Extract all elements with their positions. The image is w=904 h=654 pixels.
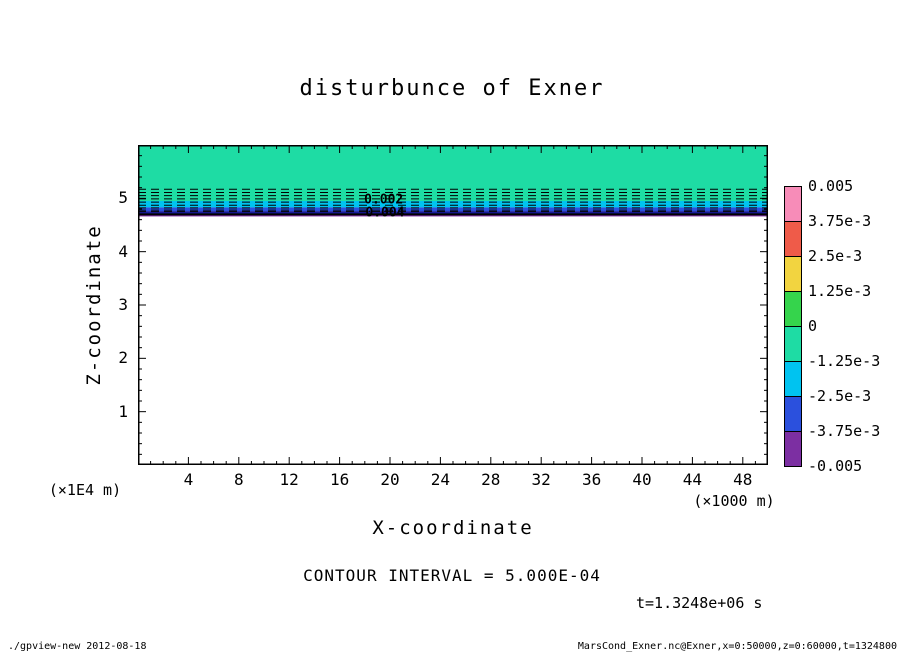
x-tick-label: 12 [279, 470, 299, 489]
colorbar-segment [784, 291, 802, 327]
y-tick-label: 1 [118, 401, 128, 421]
x-tick-label: 24 [430, 470, 451, 489]
x-axis-unit: (×1000 m) [693, 492, 775, 510]
y-tick-label: 5 [118, 188, 128, 208]
tone-band [138, 201, 768, 208]
colorbar-segment [784, 256, 802, 292]
y-tick-label: 4 [118, 241, 128, 261]
colorbar-tick-label: 3.75e-3 [808, 212, 872, 230]
tone-band [138, 145, 768, 201]
x-tick-label: 28 [481, 470, 501, 489]
time-note: t=1.3248e+06 s [636, 594, 763, 612]
plot-frame [138, 145, 768, 465]
x-tick-label: 8 [233, 470, 244, 489]
footer-right: MarsCond_Exner.nc@Exner,x=0:50000,z=0:60… [577, 641, 897, 652]
x-tick-label: 20 [380, 470, 400, 489]
x-tick-label: 32 [531, 470, 551, 489]
footer-left: ./gpview-new 2012-08-18 [8, 641, 147, 652]
figure-title: disturbunce of Exner [299, 76, 605, 101]
colorbar-segment [784, 186, 802, 222]
colorbar-tick-label: -0.005 [808, 457, 863, 475]
x-tick-label: 16 [329, 470, 350, 489]
colorbar-segment [784, 221, 802, 257]
colorbar-tick-label: 2.5e-3 [808, 247, 863, 265]
tone-band [138, 211, 768, 214]
x-tick-label: 44 [682, 470, 703, 489]
tone-band [138, 216, 768, 465]
colorbar-tick-label: -2.5e-3 [808, 387, 872, 405]
tone-band [138, 207, 768, 212]
x-tick-label: 4 [183, 470, 194, 489]
x-axis-label: X-coordinate [372, 517, 534, 539]
colorbar-tick-label: 0.005 [808, 177, 854, 195]
x-tick-label: 48 [733, 470, 753, 489]
colorbar-segment [784, 326, 802, 362]
colorbar-segment [784, 431, 802, 467]
x-tick-label: 40 [632, 470, 652, 489]
x-tick-label: 36 [581, 470, 602, 489]
y-tick-label: 2 [118, 348, 128, 368]
y-tick-label: 3 [118, 295, 128, 314]
colorbar-tick-label: 0 [808, 317, 818, 335]
contour-interval-note: CONTOUR INTERVAL = 5.000E-04 [303, 566, 601, 585]
y-axis-unit: (×1E4 m) [48, 481, 122, 499]
colorbar-segment [784, 361, 802, 397]
colorbar-tick-label: 1.25e-3 [808, 282, 872, 300]
colorbar-segment [784, 396, 802, 432]
colorbar-tick-label: -1.25e-3 [808, 352, 881, 370]
contour-label: 0.002 [364, 193, 403, 208]
colorbar-tick-label: -3.75e-3 [808, 422, 881, 440]
colorbar [784, 186, 802, 467]
contour-label: 0.004 [365, 205, 404, 220]
